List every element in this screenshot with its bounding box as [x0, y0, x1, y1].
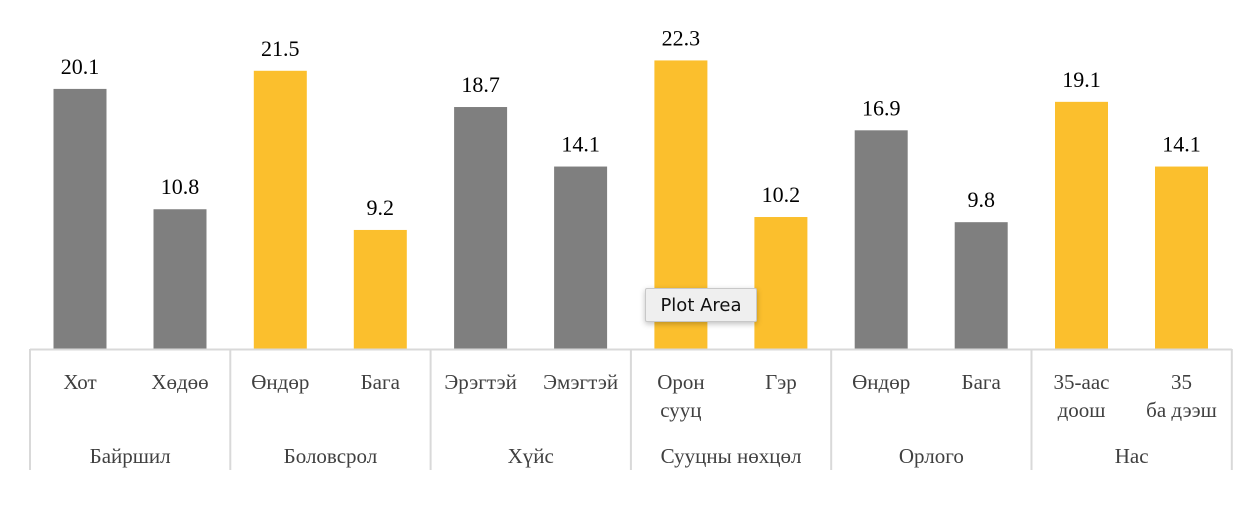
category-label: ба дээш	[1146, 398, 1217, 422]
bar	[554, 166, 608, 349]
category-label: Өндөр	[852, 370, 910, 394]
bar	[754, 217, 808, 349]
bar	[954, 222, 1008, 349]
data-label: 9.8	[967, 187, 995, 212]
group-label: Нас	[1115, 444, 1149, 468]
bar	[253, 70, 307, 349]
bar	[1155, 166, 1208, 349]
bar	[53, 88, 107, 349]
bar	[454, 107, 508, 349]
category-label: Хөдөө	[151, 370, 208, 394]
category-label: Эрэгтэй	[444, 370, 516, 394]
data-label: 14.1	[1162, 132, 1201, 157]
data-label: 22.3	[662, 25, 701, 50]
group-label: Сууцны нөхцөл	[661, 444, 802, 468]
category-label: 35-аас	[1054, 370, 1110, 394]
data-label: 14.1	[561, 132, 600, 157]
data-label: 18.7	[461, 72, 500, 97]
category-label: 35	[1171, 370, 1192, 394]
data-label: 16.9	[862, 95, 901, 120]
category-label: Бага	[962, 370, 1002, 394]
data-label: 19.1	[1062, 67, 1101, 92]
group-label: Хүйс	[508, 444, 554, 468]
data-label: 20.1	[61, 54, 100, 79]
group-label: Боловсрол	[284, 444, 378, 468]
category-label: сууц	[660, 398, 701, 422]
category-label: Эмэгтэй	[543, 370, 618, 394]
category-label: Бага	[361, 370, 401, 394]
bar	[854, 130, 908, 349]
data-label: 21.5	[261, 36, 300, 61]
category-label: Орон	[657, 370, 704, 394]
category-label: доош	[1058, 398, 1106, 422]
bar	[1055, 101, 1108, 349]
group-label: Орлого	[899, 444, 964, 468]
data-label: 10.8	[161, 174, 200, 199]
category-label: Өндөр	[251, 370, 309, 394]
group-label: Байршил	[90, 444, 171, 468]
data-label: 9.2	[367, 195, 395, 220]
category-label: Гэр	[765, 370, 797, 394]
category-label: Хот	[63, 370, 96, 394]
plot-area-tooltip: Plot Area	[645, 288, 757, 322]
data-label: 10.2	[762, 182, 801, 207]
bar	[353, 229, 407, 349]
bar	[153, 209, 207, 349]
